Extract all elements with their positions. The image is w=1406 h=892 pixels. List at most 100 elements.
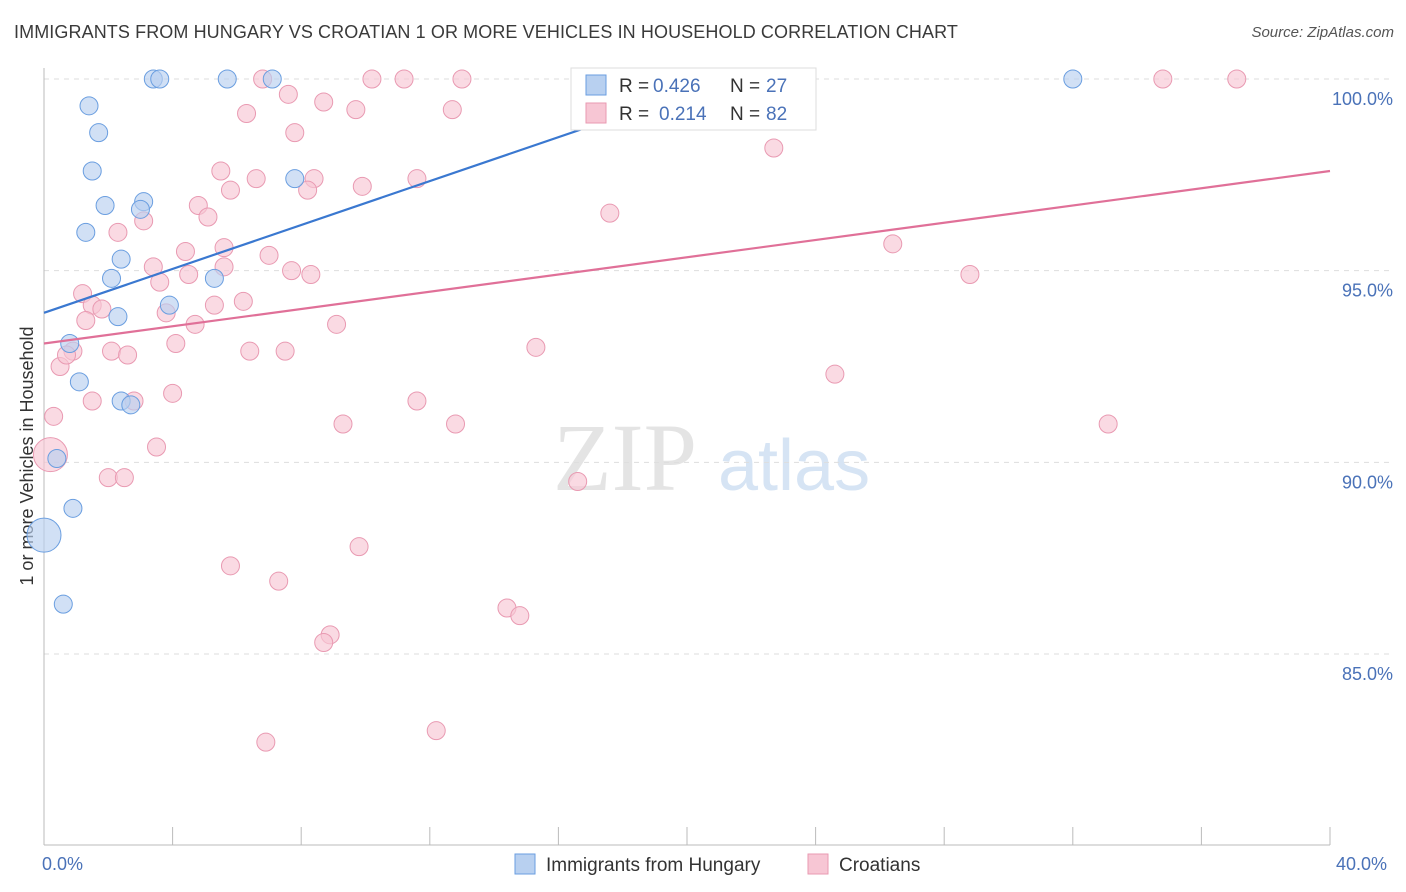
- bottom-swatch-hungary: [514, 853, 536, 875]
- hungary-point-8: [285, 169, 305, 189]
- x-ticks: [43, 827, 1331, 845]
- croatians-point-10: [237, 104, 257, 123]
- legend-n-value-1: 27: [766, 76, 787, 97]
- legend-r-value-2: 0.214: [659, 104, 707, 125]
- bottom-legend-hungary: Immigrants from Hungary: [546, 855, 761, 876]
- croatians-point-5: [1153, 69, 1173, 89]
- watermark-zip: ZIP: [553, 404, 697, 511]
- legend-swatch-hungary: [585, 74, 607, 96]
- croatians-point-12: [442, 100, 462, 120]
- croatians-point-27: [175, 242, 195, 261]
- croatians-point-52: [275, 341, 295, 361]
- croatians-point-33: [179, 265, 199, 284]
- croatians-point-68: [114, 468, 134, 488]
- hungary-point-23: [63, 498, 83, 518]
- gridlines: [44, 78, 1390, 655]
- croatians-point-57: [163, 383, 183, 403]
- stats-legend-box: [570, 67, 817, 131]
- hungary-point-14: [102, 268, 122, 288]
- hungary-point-18: [60, 334, 80, 353]
- croatians-point-29: [259, 245, 279, 265]
- croatians-point-2: [394, 69, 414, 89]
- hungary-point-1: [150, 69, 170, 89]
- croatians-point-70: [349, 537, 369, 557]
- croatians-point-36: [960, 265, 980, 284]
- croatians-point-46: [327, 314, 347, 334]
- croatians-point-60: [407, 391, 427, 411]
- hungary-point-15: [204, 268, 224, 288]
- croatians-point-34: [282, 261, 302, 281]
- bottom-swatch-croatians: [807, 853, 829, 875]
- croatians-point-19: [352, 176, 372, 196]
- legend-n-label-1: N =: [730, 76, 765, 97]
- croatians-point-21: [298, 180, 318, 200]
- croatians-point-14: [764, 138, 784, 158]
- chart-title: IMMIGRANTS FROM HUNGARY VS CROATIAN 1 OR…: [14, 22, 958, 42]
- croatians-point-58: [82, 391, 102, 411]
- croatians-point-16: [246, 169, 266, 189]
- croatians-point-50: [118, 345, 138, 365]
- legend-n-value-2: 82: [766, 104, 787, 125]
- bottom-legend-croatians: Croatians: [839, 855, 920, 876]
- croatians-trend-line: [43, 169, 1331, 345]
- croatians-point-43: [233, 291, 253, 311]
- croatians-point-11: [346, 100, 366, 120]
- croatians-point-51: [240, 341, 260, 361]
- hungary-point-25: [53, 594, 73, 614]
- croatians-point-78: [426, 721, 446, 741]
- hungary-point-5: [79, 96, 99, 116]
- croatians-point-8: [278, 84, 298, 104]
- y-axis-title: 1 or more Vehicles in Household: [17, 326, 37, 585]
- hungary-point-7: [82, 161, 102, 181]
- hungary-point-6: [89, 123, 109, 143]
- hungary-point-22: [47, 449, 67, 468]
- croatians-point-35: [301, 265, 321, 284]
- croatians-point-53: [526, 337, 546, 357]
- croatians-point-62: [333, 414, 353, 434]
- hungary-point-16: [159, 295, 179, 315]
- x-tick-label-max: 40.0%: [1336, 854, 1387, 874]
- series-legend: Immigrants from Hungary Croatians: [514, 853, 920, 876]
- x-tick-label-min: 0.0%: [42, 854, 83, 874]
- croatians-point-72: [269, 571, 289, 591]
- hungary-point-13: [111, 249, 131, 269]
- croatians-point-3: [452, 69, 472, 89]
- legend-swatch-croatians: [585, 102, 607, 124]
- hungary-point-11: [130, 199, 150, 219]
- croatians-point-42: [204, 295, 224, 315]
- hungary-point-17: [108, 307, 128, 327]
- hungary-point-12: [76, 222, 96, 242]
- croatians-point-71: [220, 556, 240, 576]
- hungary-point-19: [69, 372, 89, 392]
- hungary-point-21: [121, 395, 141, 415]
- croatians-point-63: [446, 414, 466, 434]
- croatians-point-6: [1227, 69, 1247, 89]
- croatians-point-24: [600, 203, 620, 223]
- croatians-point-1: [362, 69, 382, 89]
- legend-n-label-2: N =: [730, 104, 765, 125]
- croatians-point-30: [883, 234, 903, 254]
- croatians-point-67: [98, 468, 118, 488]
- y-tick-label-95: 95.0%: [1342, 281, 1393, 301]
- y-tick-label-90: 90.0%: [1342, 472, 1393, 492]
- croatians-point-26: [108, 222, 128, 242]
- legend-r-value-1: 0.426: [653, 76, 701, 97]
- y-tick-label-85: 85.0%: [1342, 664, 1393, 684]
- y-tick-label-100: 100.0%: [1332, 89, 1393, 109]
- croatians-point-77: [256, 732, 276, 752]
- croatians-point-49: [102, 341, 122, 361]
- croatians-point-69: [568, 472, 588, 491]
- stats-legend: R = 0.426 N = 27 R = 0.214 N = 82: [570, 67, 817, 131]
- croatians-point-64: [1098, 414, 1118, 434]
- hungary-points: [26, 69, 1083, 614]
- hungary-point-10: [95, 196, 115, 215]
- hungary-point-4: [1063, 69, 1083, 89]
- watermark-atlas: atlas: [718, 426, 870, 506]
- croatians-point-20: [220, 180, 240, 200]
- croatians-point-76: [314, 633, 334, 652]
- croatians-point-15: [211, 161, 231, 181]
- croatians-point-56: [825, 364, 845, 384]
- croatians-point-9: [314, 92, 334, 112]
- croatians-point-61: [44, 406, 64, 426]
